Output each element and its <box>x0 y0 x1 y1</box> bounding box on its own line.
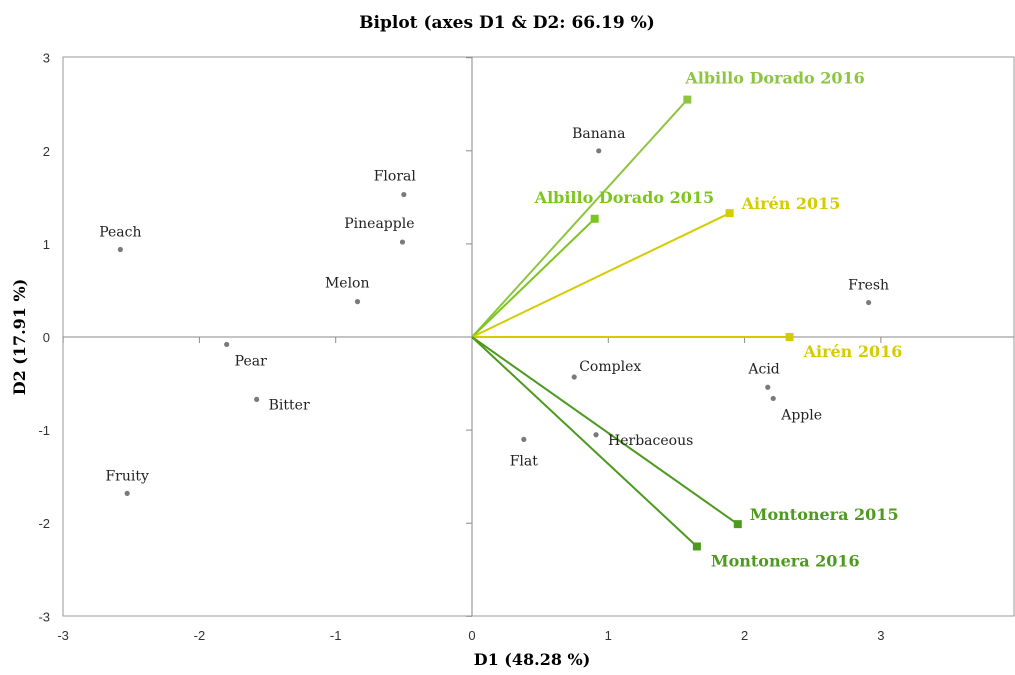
vector-label: Albillo Dorado 2016 <box>684 69 864 88</box>
variable-point <box>765 384 771 390</box>
vector-line <box>471 336 739 525</box>
y-tick-label: 3 <box>43 51 50 66</box>
vector-label: Airén 2016 <box>803 342 903 361</box>
variable-label: Pear <box>235 353 267 369</box>
variable-points: Peach Pear Bitter Fruity Floral Pineapple Melo… <box>99 126 889 497</box>
vector-label: Montonera 2016 <box>711 551 860 570</box>
y-tick-label: -2 <box>38 516 50 531</box>
x-tick-label: 0 <box>468 628 475 643</box>
variable-label: Banana <box>572 126 625 142</box>
y-tick-label: 1 <box>43 237 50 252</box>
variable-point <box>254 396 260 402</box>
variable-label: Acid <box>747 361 779 377</box>
variable-point <box>354 299 361 305</box>
variable-point <box>596 148 602 154</box>
y-tick-label: 0 <box>43 330 50 345</box>
vector-label: Airén 2015 <box>741 194 841 213</box>
x-tick-label: -3 <box>57 628 69 643</box>
x-tick-label: -1 <box>330 628 342 643</box>
variable-point <box>401 191 407 198</box>
vector-end-marker <box>785 333 794 341</box>
x-axis-title: D1 (48.28 %) <box>474 650 591 669</box>
vector-end-marker <box>725 209 734 218</box>
vector-end-marker <box>733 520 742 529</box>
variable-label: Bitter <box>269 397 310 413</box>
y-tick-label: -1 <box>38 423 50 438</box>
vector-label: Albillo Dorado 2015 <box>534 188 714 207</box>
variable-label: Flat <box>510 453 539 469</box>
vector-line <box>471 212 731 338</box>
x-tick-label: 1 <box>605 628 612 643</box>
x-tick-label: -2 <box>194 628 206 643</box>
variable-label: Apple <box>780 407 822 423</box>
variable-point <box>224 341 230 348</box>
variable-point <box>593 432 599 438</box>
variable-point <box>399 239 406 245</box>
vector-line <box>471 98 689 338</box>
chart-title: Biplot (axes D1 & D2: 66.19 %) <box>359 13 655 33</box>
vector-end-marker <box>590 214 599 223</box>
x-tick-label: 2 <box>741 628 748 643</box>
variable-label: Peach <box>99 224 141 240</box>
variable-label: Floral <box>374 169 417 185</box>
variable-point <box>770 395 776 402</box>
variable-label: Herbaceous <box>608 433 693 449</box>
variable-point <box>866 299 872 306</box>
y-tick-label: 2 <box>43 144 50 159</box>
variable-label: Pineapple <box>344 216 414 232</box>
variable-label: Fruity <box>105 468 149 484</box>
variable-point <box>571 374 577 380</box>
axis-ticks: -3 -2 -1 0 1 2 3 3 2 1 0 -1 -2 -3 <box>38 51 884 643</box>
variable-label: Complex <box>579 359 641 375</box>
x-tick-label: 3 <box>877 628 884 643</box>
variable-label: Melon <box>325 276 370 292</box>
vector-line <box>471 218 596 338</box>
variable-point <box>117 246 123 253</box>
vector-end-marker <box>692 542 701 551</box>
variable-label: Fresh <box>848 278 889 294</box>
y-axis-title: D2 (17.91 %) <box>10 279 29 396</box>
variable-point <box>124 490 130 497</box>
observation-vectors: Albillo Dorado 2016 Albillo Dorado 2015 Ai… <box>471 69 903 570</box>
variable-point <box>521 436 527 443</box>
vector-end-marker <box>683 95 692 104</box>
vector-line <box>471 336 698 548</box>
vector-label: Montonera 2015 <box>750 505 899 524</box>
y-tick-label: -3 <box>38 609 50 624</box>
